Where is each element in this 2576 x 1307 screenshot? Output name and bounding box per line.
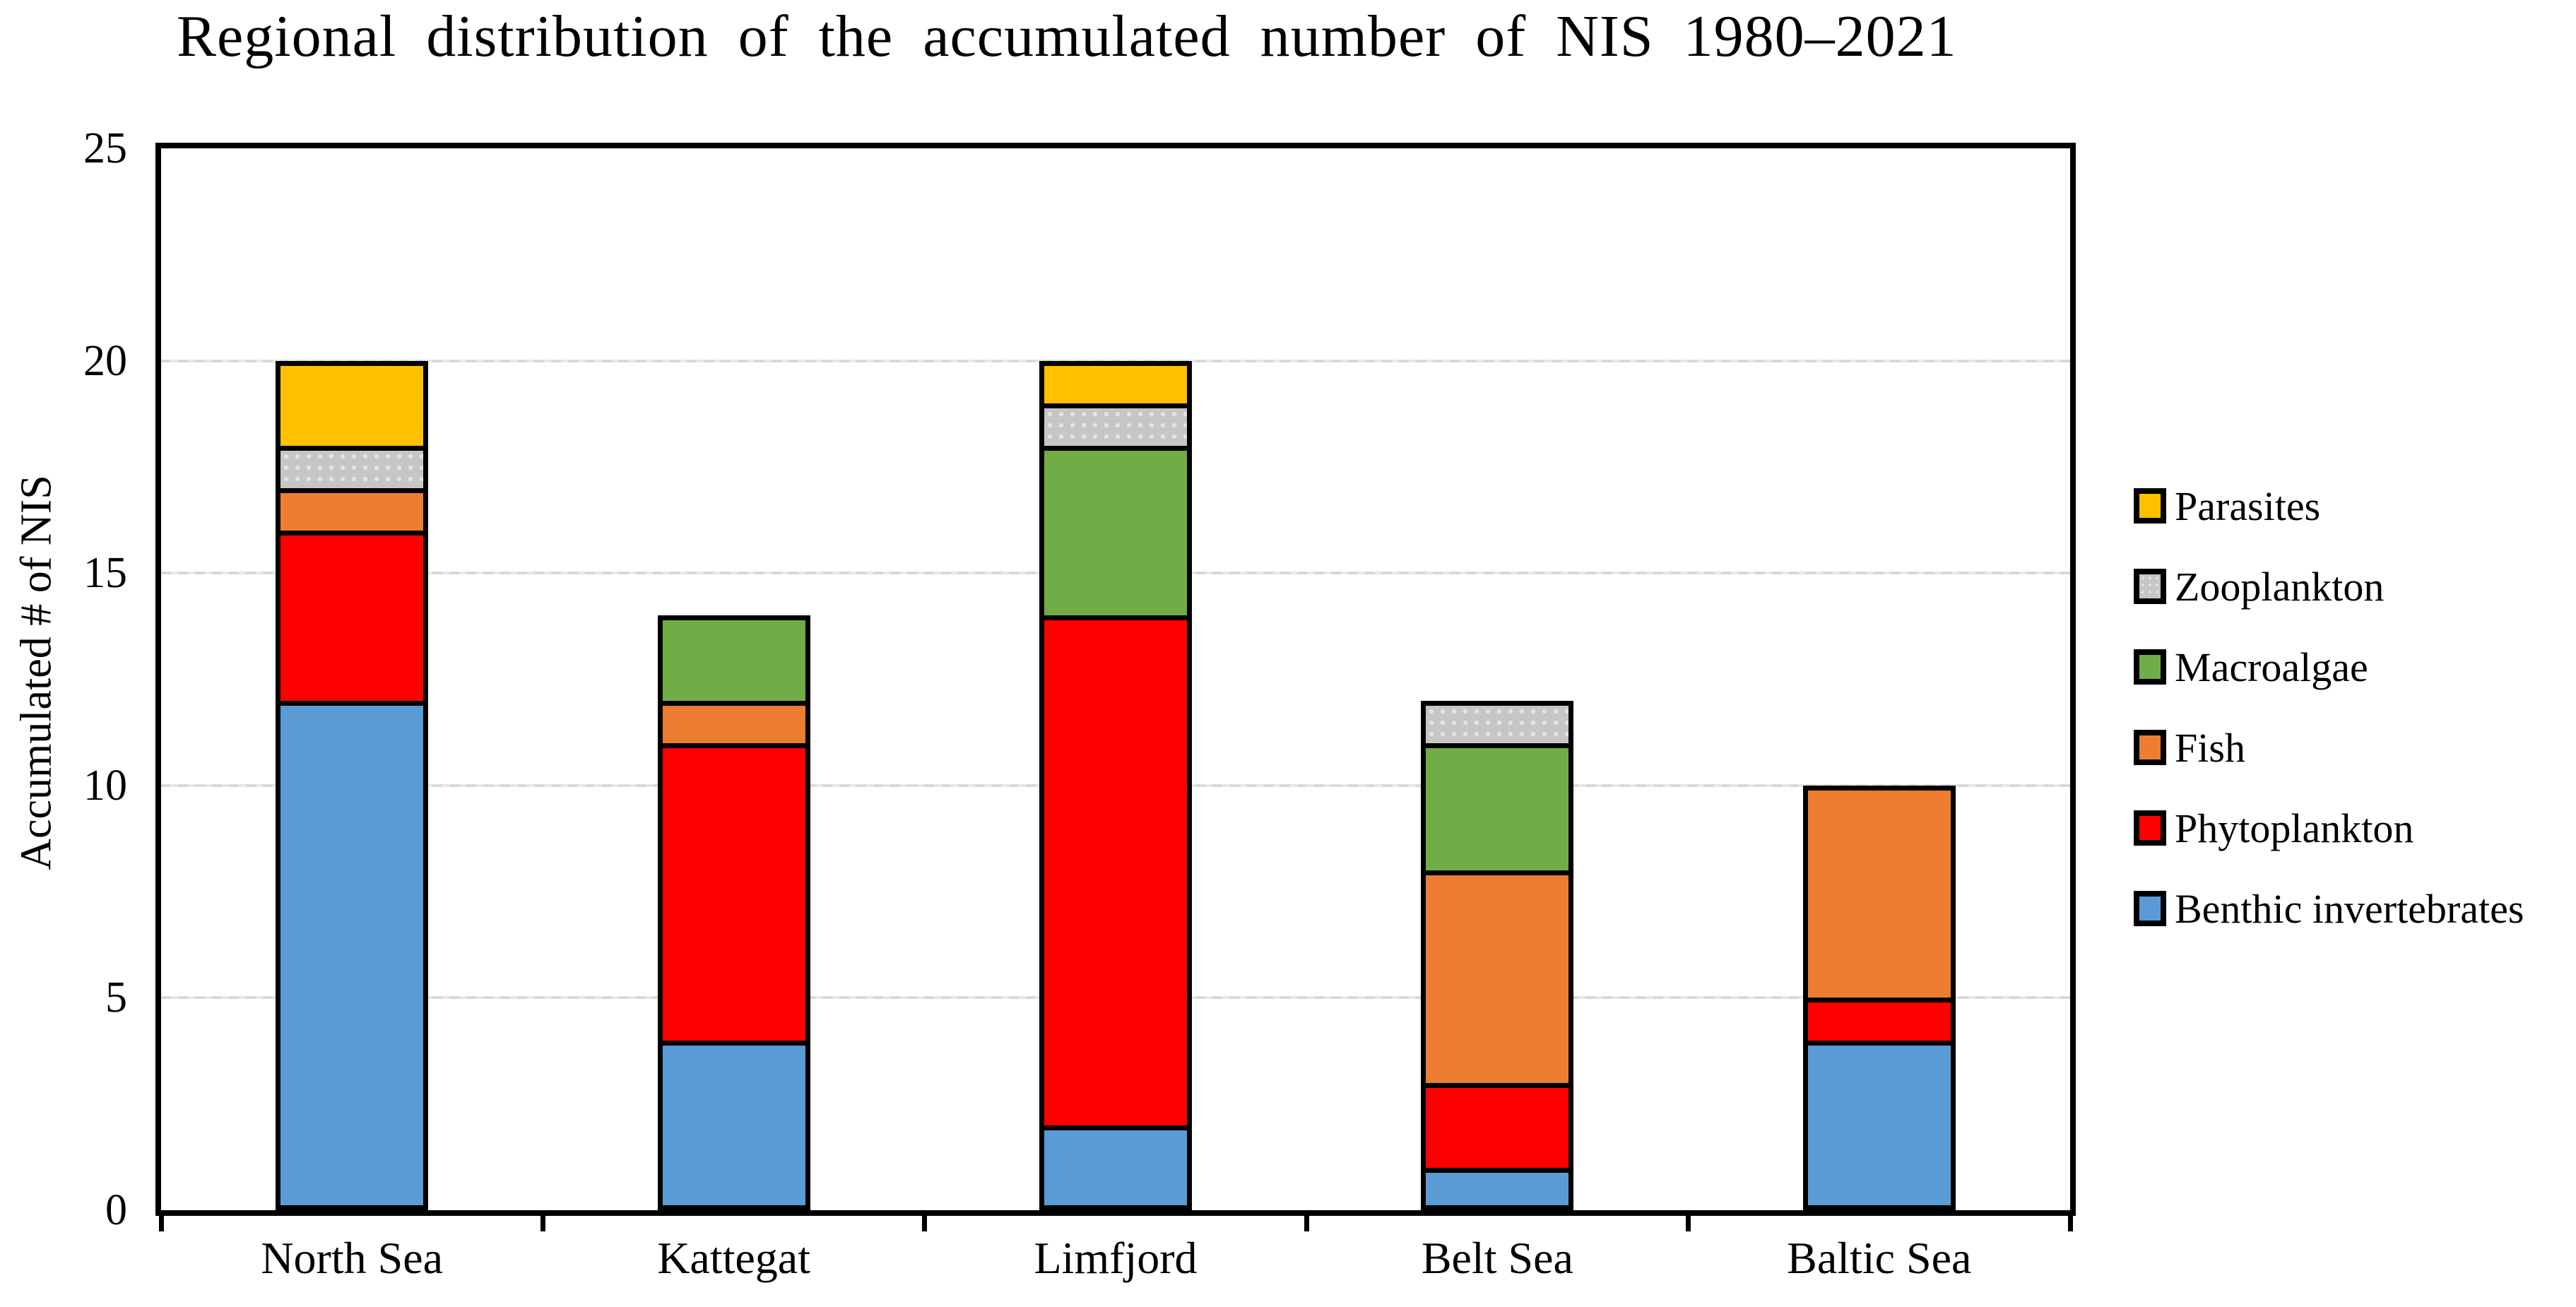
legend-item-parasites: Parasites [2134,466,2524,546]
bar-segment-phytoplankton-limfjord [1039,615,1192,1130]
bar-segment-fish-north-sea [276,487,429,536]
bar-segment-zooplankton-limfjord [1039,403,1192,451]
legend-label: Phytoplankton [2175,805,2414,851]
bar-segment-phytoplankton-kattegat [657,743,810,1046]
x-axis-tick [1304,1213,1309,1231]
bar-segment-parasites-north-sea [276,360,429,451]
legend-swatch-icon [2134,730,2166,765]
legend-item-fish: Fish [2134,707,2524,788]
legend-label: Fish [2175,724,2245,771]
bar-segment-fish-kattegat [657,700,810,748]
bar-segment-benthic-invertebrates-north-sea [276,700,429,1210]
legend-item-macroalgae: Macroalgae [2134,627,2524,707]
y-tick-label: 0 [105,1186,127,1234]
bar-segment-parasites-limfjord [1039,360,1192,408]
legend-swatch-icon [2134,488,2166,524]
bar-segment-benthic-invertebrates-kattegat [657,1040,810,1210]
x-axis-tick [540,1213,545,1231]
y-tick-label: 25 [83,124,127,172]
bar-segment-macroalgae-kattegat [657,615,810,706]
x-axis-tick [158,1213,164,1231]
x-category-label: Belt Sea [1421,1233,1573,1283]
bar-segment-phytoplankton-belt-sea [1421,1082,1574,1173]
bar-segment-benthic-invertebrates-limfjord [1039,1125,1192,1210]
x-axis-tick [2067,1213,2073,1231]
bar-segment-fish-belt-sea [1421,870,1574,1088]
legend-item-benthic-invertebrates: Benthic invertebrates [2134,868,2524,949]
bar-segment-macroalgae-belt-sea [1421,743,1574,876]
legend-label: Parasites [2175,483,2321,529]
legend-item-phytoplankton: Phytoplankton [2134,788,2524,868]
y-tick-label: 10 [83,761,127,810]
y-tick-label: 5 [105,974,127,1022]
gridline [161,359,2070,362]
bar-segment-fish-baltic-sea [1802,785,1956,1003]
y-tick-label: 15 [83,549,127,598]
x-axis-tick [922,1213,928,1231]
bar-segment-benthic-invertebrates-belt-sea [1421,1167,1574,1210]
bars-layer [161,148,2070,1210]
x-category-label: Limfjord [1034,1233,1198,1283]
legend-swatch-icon [2134,569,2166,604]
bar-segment-benthic-invertebrates-baltic-sea [1802,1040,1956,1210]
legend-label: Macroalgae [2175,644,2368,690]
legend-swatch-icon [2134,810,2166,846]
x-axis-tick [1686,1213,1691,1231]
bar-segment-phytoplankton-north-sea [276,531,429,706]
x-category-label: Kattegat [657,1233,810,1283]
bar-segment-zooplankton-belt-sea [1421,700,1574,748]
legend-item-zooplankton: Zooplankton [2134,546,2524,627]
legend: Parasites Zooplankton Macroalgae Fish Phytop… [2134,466,2524,949]
y-tick-label: 20 [83,336,127,385]
chart-title: Regional distribution of the accumulated… [177,4,1957,69]
bar-segment-zooplankton-north-sea [276,445,429,493]
legend-swatch-icon [2134,891,2166,926]
x-category-label: Baltic Sea [1787,1233,1972,1283]
legend-label: Zooplankton [2175,563,2385,610]
legend-swatch-icon [2134,649,2166,685]
bar-segment-macroalgae-limfjord [1039,445,1192,621]
bar-segment-phytoplankton-baltic-sea [1802,998,1956,1046]
legend-label: Benthic invertebrates [2175,885,2524,932]
x-category-label: North Sea [261,1233,444,1283]
